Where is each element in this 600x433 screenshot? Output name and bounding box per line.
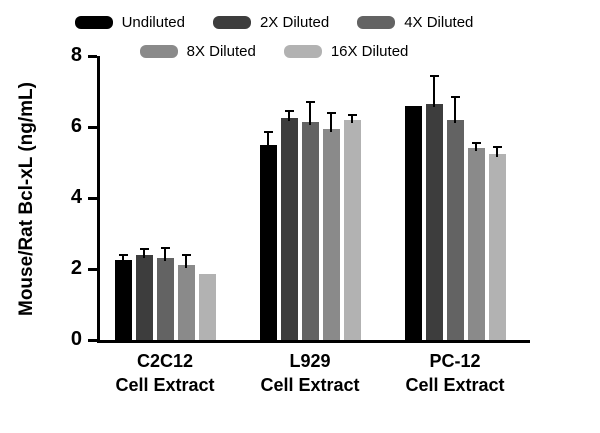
legend-label: 4X Diluted: [404, 14, 474, 31]
bar-2x-diluted: [280, 118, 298, 340]
error-bar-line: [309, 102, 311, 125]
y-tick-label: 4: [70, 186, 82, 208]
error-bar-line: [267, 131, 269, 148]
x-tick-label-name: C2C12: [136, 351, 194, 371]
legend-label: 2X Diluted: [259, 14, 330, 31]
error-bar-cap: [347, 113, 357, 116]
y-axis-tick: [88, 55, 97, 58]
bar-4x-diluted: [156, 258, 174, 340]
y-axis-title: Mouse/Rat Bcl-xL (ng/mL): [16, 82, 37, 316]
error-bar-line: [433, 75, 435, 107]
bar-undiluted: [114, 260, 132, 340]
legend-row: 8X Diluted 16X Diluted: [139, 43, 409, 60]
bar-16x-diluted: [488, 153, 506, 340]
error-bar-line: [496, 146, 498, 157]
y-tick-label: 0: [70, 328, 82, 350]
error-bar-line: [164, 247, 166, 262]
error-bar-cap: [160, 246, 170, 249]
error-bar-cap: [139, 248, 149, 251]
bar-16x-diluted: [198, 274, 216, 340]
bar-4x-diluted: [446, 119, 464, 340]
y-axis-tick: [88, 197, 97, 200]
error-bar-cap: [326, 111, 336, 114]
x-tick-label-name: L929: [289, 351, 331, 371]
legend-swatch-icon: [212, 16, 251, 29]
x-axis-line: [97, 340, 530, 343]
error-bar-cap: [118, 253, 128, 256]
y-axis-tick: [88, 126, 97, 129]
y-axis-line: [97, 56, 100, 343]
legend-item: 8X Diluted: [139, 43, 256, 60]
legend-item: Undiluted: [74, 14, 185, 31]
x-tick-label-name: PC-12: [429, 351, 481, 371]
legend-swatch-icon: [283, 45, 322, 58]
bar-8x-diluted: [177, 265, 195, 340]
y-axis-tick: [88, 339, 97, 342]
error-bar-line: [122, 254, 124, 264]
bar-4x-diluted: [301, 121, 319, 340]
error-bar-cap: [305, 101, 315, 104]
y-tick-label: 6: [70, 115, 82, 137]
y-tick-label: 2: [70, 257, 82, 279]
legend-item: 4X Diluted: [357, 14, 473, 31]
bar-2x-diluted: [135, 254, 153, 340]
y-tick-label: 8: [70, 44, 82, 66]
bar-16x-diluted: [343, 119, 361, 340]
bar-2x-diluted: [425, 103, 443, 340]
legend-label: Undiluted: [121, 14, 185, 31]
error-bar-line: [330, 112, 332, 132]
legend-row: Undiluted 2X Diluted 4X Diluted: [74, 14, 473, 31]
y-axis-tick: [88, 268, 97, 271]
legend-label: 8X Diluted: [186, 43, 256, 60]
legend-item: 2X Diluted: [212, 14, 330, 31]
legend-swatch-icon: [357, 16, 396, 29]
bar-8x-diluted: [467, 148, 485, 340]
error-bar-line: [288, 111, 290, 122]
legend-item: 16X Diluted: [283, 43, 409, 60]
bar-undiluted: [259, 144, 277, 340]
chart-legend: Undiluted 2X Diluted 4X Diluted 8X Diluted 1…: [0, 14, 600, 60]
error-bar-line: [143, 249, 145, 258]
legend-swatch-icon: [74, 16, 113, 29]
error-bar-cap: [492, 145, 502, 148]
x-tick-label-sub: Cell Extract: [405, 375, 505, 395]
error-bar-cap: [450, 95, 460, 98]
legend-swatch-icon: [139, 45, 178, 58]
error-bar-line: [351, 114, 353, 123]
legend-label: 16X Diluted: [330, 43, 409, 60]
error-bar-cap: [429, 74, 439, 77]
x-tick-label-sub: Cell Extract: [115, 375, 215, 395]
x-tick-label-sub: Cell Extract: [260, 375, 360, 395]
error-bar-line: [454, 96, 456, 123]
bar-undiluted: [404, 105, 422, 340]
error-bar-line: [475, 142, 477, 152]
error-bar-cap: [471, 141, 481, 144]
error-bar-cap: [284, 110, 294, 113]
error-bar-line: [185, 254, 187, 269]
error-bar-cap: [263, 130, 273, 133]
error-bar-cap: [181, 253, 191, 256]
bar-8x-diluted: [322, 128, 340, 340]
